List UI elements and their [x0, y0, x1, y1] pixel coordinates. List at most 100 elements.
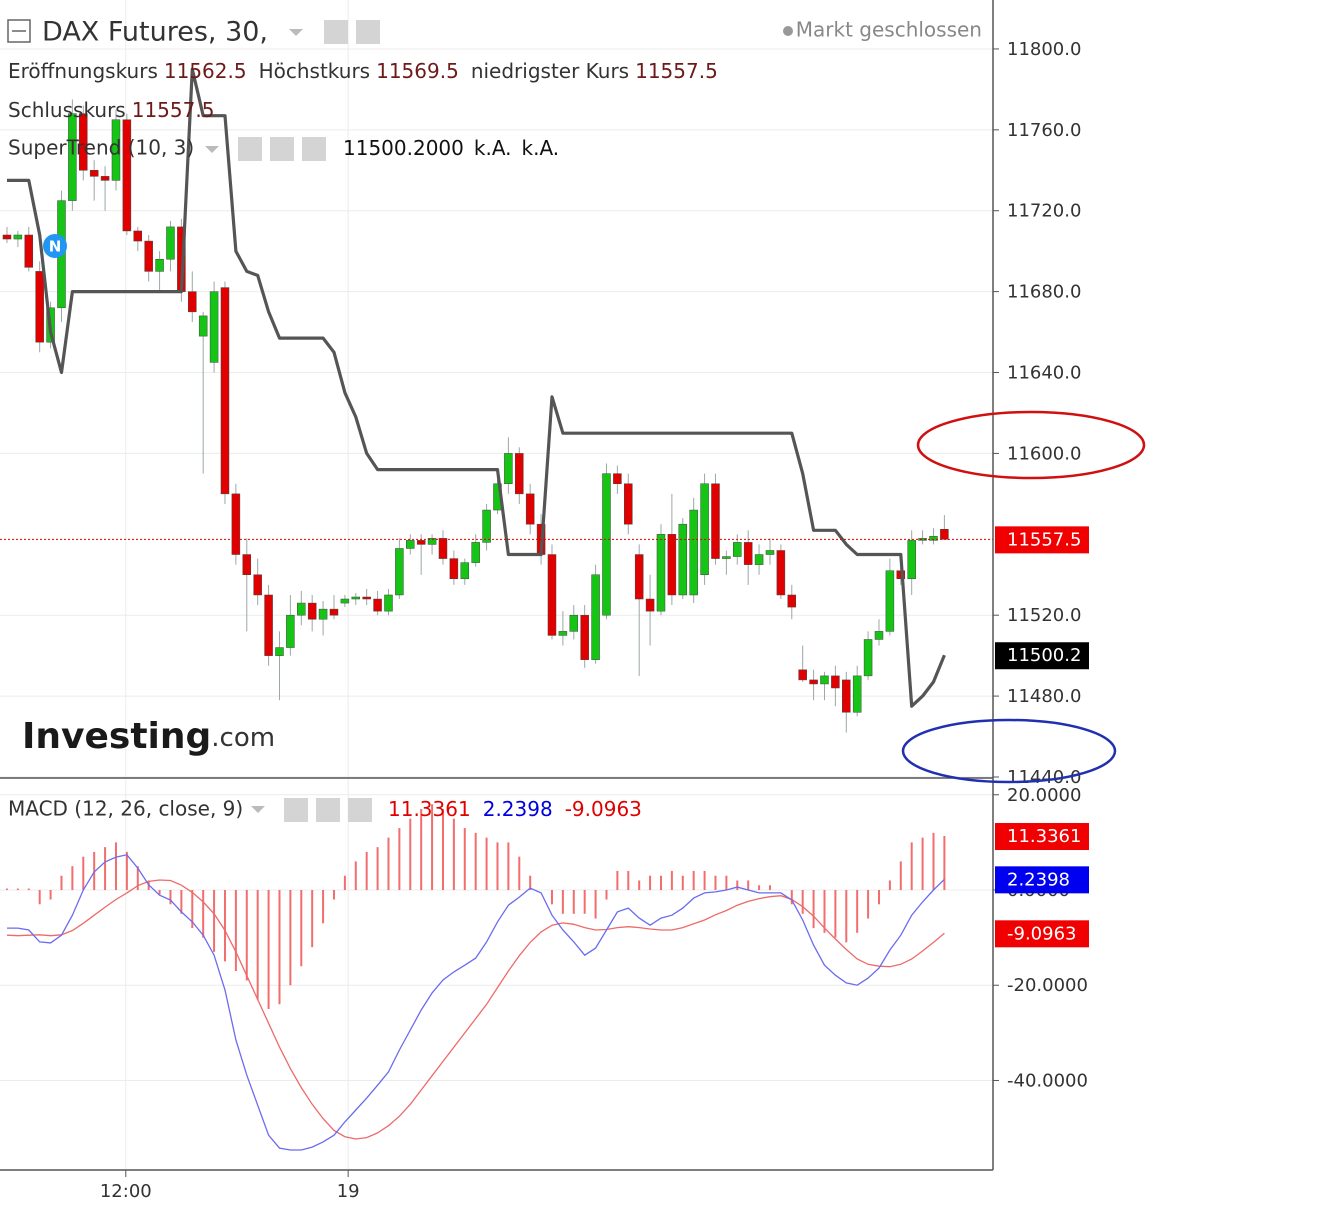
price-box [995, 823, 1089, 851]
candle-body [798, 669, 807, 681]
candle-body [471, 542, 480, 563]
watermark: Investing.com [22, 716, 275, 757]
candle-body [667, 534, 677, 596]
candle-body [645, 598, 655, 612]
legend-label: niedrigster Kurs [471, 59, 629, 83]
visibility-icon[interactable] [324, 20, 348, 44]
close-legend: Schlusskurs 11557.5 [8, 98, 214, 122]
candle-body [743, 542, 753, 565]
visibility-icon[interactable] [284, 798, 308, 822]
candle-body [133, 230, 143, 242]
y-tick-label: -40.0000 [1007, 1070, 1088, 1091]
candle-body [515, 453, 524, 495]
candle-body [831, 675, 840, 689]
candle-body [231, 493, 241, 555]
candle-body [395, 548, 404, 596]
candle-body [384, 594, 393, 612]
candle-body [852, 675, 862, 713]
dropdown-icon[interactable] [205, 146, 219, 153]
candle-body [318, 608, 328, 620]
candle-body [558, 631, 568, 636]
legend-label: Höchstkurs [259, 59, 371, 83]
candle-body [482, 509, 491, 543]
price-box-label: -9.0963 [1007, 923, 1076, 944]
dropdown-icon[interactable] [251, 806, 265, 813]
macd-values: 11.3361 2.2398 -9.0963 [388, 797, 642, 821]
price-box-label: 2.2398 [1007, 869, 1070, 890]
legend-value: 11569.5 [376, 59, 459, 83]
status-dot [783, 26, 793, 36]
candle-body [144, 240, 153, 272]
y-tick-label: 11680.0 [1007, 282, 1081, 303]
candle-body [547, 554, 557, 636]
annotation-ellipse [901, 718, 1117, 784]
candle-body [362, 596, 371, 600]
y-tick-label: 20.0000 [1007, 785, 1081, 806]
dropdown-icon[interactable] [289, 29, 303, 36]
candle-body [220, 287, 230, 495]
candle-body [449, 558, 459, 580]
candle-body [733, 542, 742, 557]
event-marker[interactable] [43, 234, 67, 258]
macd-value: 2.2398 [483, 797, 553, 821]
y-tick-label: 11720.0 [1007, 201, 1081, 222]
candle-body [613, 473, 622, 484]
market-status: Markt geschlossen [796, 18, 982, 42]
settings-icon[interactable] [270, 137, 294, 161]
price-box [995, 866, 1089, 894]
candle-body [275, 647, 284, 656]
signal-value: -9.0963 [565, 797, 642, 821]
candle-body [35, 271, 44, 343]
remove-icon[interactable] [302, 137, 326, 161]
axis-labels: 11800.0 11760.0 11720.0 11680.0 11640.0 11600… [100, 39, 1089, 1202]
candle-body [634, 554, 644, 600]
candle-body [754, 554, 764, 565]
candle-body [776, 550, 786, 596]
y-tick-label: 11480.0 [1007, 686, 1081, 707]
plot-area [0, 0, 993, 1170]
candle-body [700, 483, 709, 576]
candle-body [907, 540, 916, 580]
candle-body [297, 602, 306, 616]
x-tick-label: 12:00 [100, 1181, 152, 1202]
legend-value: 11557.5 [635, 59, 718, 83]
indicator-extra: k.A. [522, 136, 560, 160]
price-box-label: 11.3361 [1007, 826, 1081, 847]
price-box [995, 920, 1089, 948]
event-marker-label: N [49, 238, 62, 256]
watermark-main: Investing [22, 716, 211, 757]
remove-icon[interactable] [348, 798, 372, 822]
candle-body [460, 562, 470, 580]
annotation-ellipse [916, 410, 1146, 480]
candle-body [427, 538, 437, 545]
visibility-icon[interactable] [238, 137, 262, 161]
legend-value: 11557.5 [132, 98, 215, 122]
y-tick-label: 11800.0 [1007, 39, 1081, 60]
candle-body [416, 540, 426, 545]
candle-body [809, 679, 818, 685]
candle-body [885, 570, 895, 632]
settings-icon[interactable] [316, 798, 340, 822]
candle-body [340, 598, 350, 604]
indicator-value: 11500.2000 [343, 136, 464, 160]
candle-body [504, 453, 513, 484]
candle-body [863, 639, 873, 677]
collapse-icon[interactable] [7, 19, 31, 43]
legend-value: 11562.5 [164, 59, 247, 83]
candle-body [329, 608, 339, 616]
price-box [995, 526, 1089, 554]
candle-body [656, 534, 666, 612]
settings-icon[interactable] [356, 20, 380, 44]
candle-body [874, 631, 884, 640]
candle-body [307, 602, 317, 620]
candle-body [678, 523, 688, 596]
indicator-name: SuperTrend (10, 3) [8, 136, 194, 160]
candle-body [100, 176, 110, 181]
candle-body [89, 170, 99, 177]
candle-body [373, 598, 382, 612]
candle-body [111, 119, 121, 181]
chart-title: DAX Futures, 30, [42, 17, 268, 48]
candle-body [624, 483, 633, 525]
candle-body [198, 315, 208, 337]
